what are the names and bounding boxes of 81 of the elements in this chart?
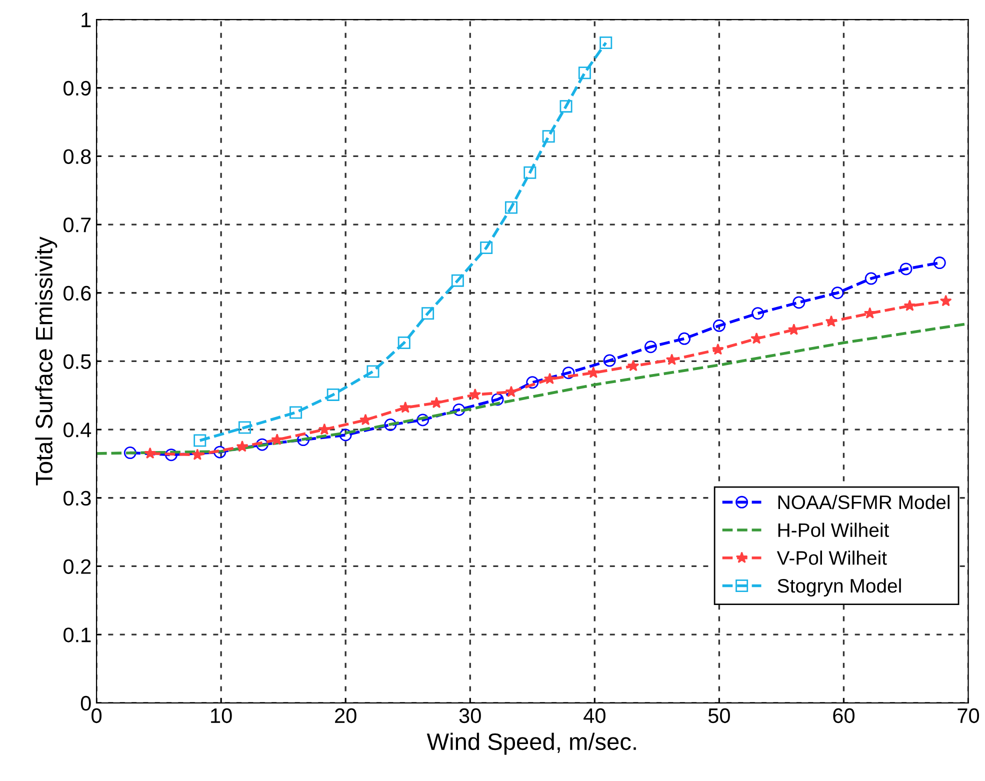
- y-tick-label: 0.4: [64, 422, 92, 438]
- point: [750, 332, 763, 344]
- point: [430, 396, 442, 408]
- point: [238, 421, 251, 434]
- point: [603, 354, 616, 367]
- legend-label: H-Pol Wilheit: [778, 522, 890, 538]
- point: [627, 360, 640, 372]
- x-tick-label: 30: [459, 708, 481, 724]
- x-tick-label: 0: [92, 708, 102, 724]
- point: [422, 307, 434, 320]
- point: [600, 36, 612, 50]
- y-tick-label: 0: [80, 696, 91, 711]
- point: [416, 414, 430, 426]
- x-tick-label: 50: [708, 708, 730, 724]
- point: [900, 262, 912, 276]
- point: [712, 319, 726, 332]
- x-tick-label: 60: [833, 708, 854, 724]
- point: [524, 166, 536, 179]
- point: [562, 366, 575, 380]
- x-tick-label: 20: [335, 708, 356, 724]
- point: [398, 336, 410, 350]
- y-tick-label: 1: [82, 12, 91, 28]
- point: [194, 434, 206, 447]
- point: [678, 332, 691, 345]
- point: [933, 256, 946, 270]
- point: [451, 274, 464, 287]
- point: [452, 403, 466, 416]
- point: [256, 438, 268, 451]
- x-tick-label: 70: [958, 708, 980, 724]
- point: [666, 354, 678, 366]
- point: [504, 201, 518, 214]
- y-tick-label: 0.2: [64, 559, 91, 574]
- point: [752, 307, 764, 320]
- point: [578, 66, 591, 80]
- point: [904, 300, 916, 312]
- point: [544, 372, 556, 384]
- point: [326, 388, 340, 401]
- point: [339, 428, 352, 442]
- point: [399, 401, 412, 413]
- point: [165, 448, 178, 462]
- point: [792, 296, 806, 309]
- point: [214, 446, 226, 458]
- y-tick-label: 0.9: [64, 80, 91, 96]
- point: [940, 294, 952, 306]
- y-tick-label: 0.6: [64, 286, 91, 301]
- y-tick-label: 0.1: [64, 628, 91, 642]
- point: [191, 448, 204, 460]
- point: [864, 307, 876, 319]
- y-tick-label: 0.8: [64, 149, 91, 164]
- y-tick-label: 0.3: [64, 490, 91, 506]
- point: [825, 315, 838, 327]
- point: [366, 365, 380, 378]
- point: [480, 242, 493, 254]
- x-tick-label: 10: [211, 708, 232, 724]
- point: [144, 447, 156, 459]
- point: [542, 130, 555, 143]
- x-axis-title: Wind Speed, m/sec.: [426, 732, 636, 755]
- point: [712, 343, 724, 355]
- y-axis-title: Total Surface Emissivity: [35, 236, 58, 486]
- point: [236, 440, 248, 452]
- point: [271, 434, 284, 445]
- point: [526, 376, 539, 389]
- legend-label: Stogryn Model: [778, 578, 901, 597]
- point: [560, 100, 572, 113]
- point: [644, 340, 657, 354]
- y-tick-label: 0.7: [64, 218, 91, 232]
- point: [318, 423, 330, 435]
- legend-label: V-Pol Wilheit: [776, 550, 887, 565]
- point: [384, 418, 397, 432]
- point: [831, 286, 844, 300]
- point: [788, 324, 800, 335]
- point: [491, 393, 504, 406]
- x-tick-label: 40: [584, 708, 606, 724]
- point: [864, 272, 878, 285]
- point: [290, 406, 302, 419]
- point: [124, 446, 136, 460]
- point: [469, 388, 482, 400]
- legend-label: NOAA/SFMR Model: [778, 494, 950, 510]
- y-tick-label: 0.5: [64, 354, 91, 369]
- point: [587, 366, 600, 378]
- point: [505, 386, 518, 398]
